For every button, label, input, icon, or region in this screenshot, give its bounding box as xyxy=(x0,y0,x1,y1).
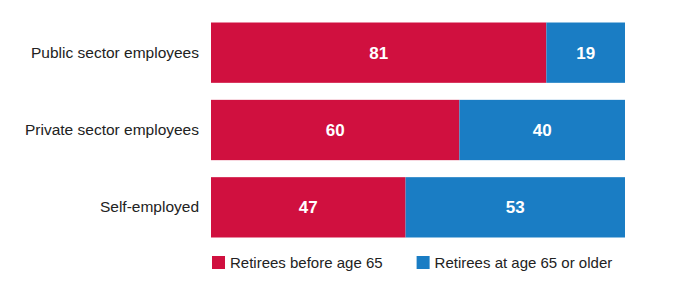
data-label: 40 xyxy=(533,121,552,140)
chart-svg: 81 19 60 40 47 53 Public sector employees Priva… xyxy=(0,0,700,300)
bar-segment xyxy=(211,100,459,160)
category-label: Self-employed xyxy=(100,198,199,215)
data-label: 81 xyxy=(369,44,388,63)
legend-swatch xyxy=(417,256,430,269)
data-label: 60 xyxy=(326,121,345,140)
bar-segment xyxy=(211,177,406,237)
bars xyxy=(211,23,625,238)
bar-segment xyxy=(406,177,625,237)
legend-swatch xyxy=(212,256,225,269)
data-labels: 81 19 60 40 47 53 xyxy=(299,44,595,218)
category-label: Public sector employees xyxy=(31,44,199,61)
bar-segment xyxy=(459,100,625,160)
category-label: Private sector employees xyxy=(25,121,199,138)
legend-label: Retirees before age 65 xyxy=(230,254,383,271)
data-label: 47 xyxy=(299,198,318,217)
data-label: 19 xyxy=(576,44,595,63)
bar-segment xyxy=(546,23,625,83)
legend: Retirees before age 65 Retirees at age 65… xyxy=(212,254,612,271)
bar-segment xyxy=(211,23,546,83)
data-label: 53 xyxy=(506,198,525,217)
legend-label: Retirees at age 65 or older xyxy=(435,254,613,271)
chart-container: 81 19 60 40 47 53 Public sector employees Priva… xyxy=(0,0,700,300)
